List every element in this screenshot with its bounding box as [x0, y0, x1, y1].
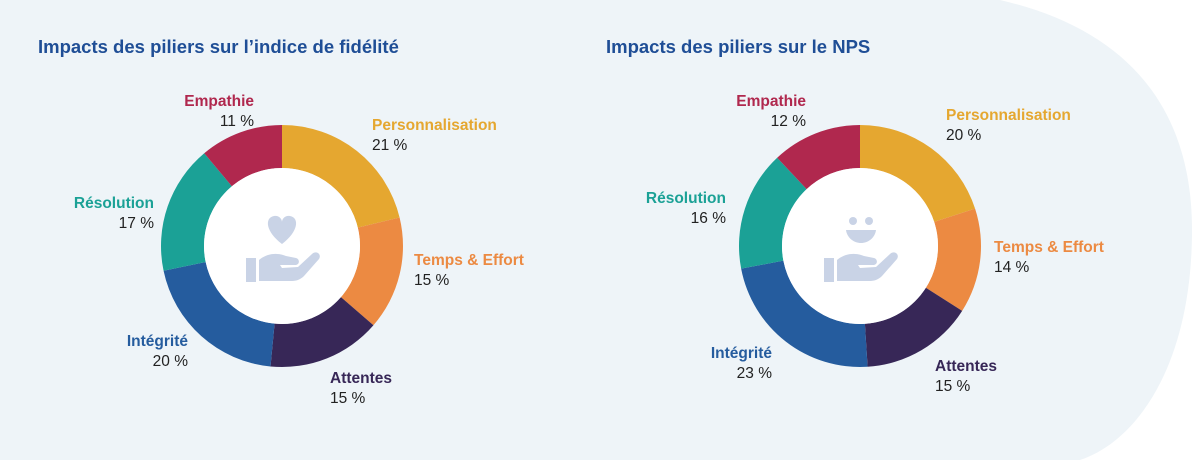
slice-label-integrite: Intégrité 23 % [710, 345, 772, 382]
donut-chart [161, 125, 403, 367]
slice-empathie [204, 125, 282, 187]
chart-panel-nps: Impacts des piliers sur le NPS Personnal… [590, 0, 1192, 468]
slice-label-personnalisation: Personnalisation 21 % [372, 117, 497, 154]
slice-label-temps-effort: Temps & Effort 14 % [994, 239, 1104, 276]
slice-resolution [739, 157, 807, 269]
slice-label-attentes: Attentes 15 % [935, 358, 998, 395]
slice-resolution [161, 153, 232, 271]
donut-hole [204, 168, 360, 324]
donut-hole [782, 168, 938, 324]
slice-temps-effort [340, 217, 403, 326]
chart-title: Impacts des piliers sur l’indice de fidé… [38, 36, 399, 57]
chart-title: Impacts des piliers sur le NPS [606, 36, 871, 57]
smiley-in-hand-icon [824, 217, 898, 282]
slice-temps-effort [925, 208, 981, 311]
slice-integrite [163, 261, 275, 367]
slice-label-personnalisation: Personnalisation 20 % [946, 107, 1071, 144]
slice-label-attentes: Attentes 15 % [330, 370, 393, 407]
slice-label-temps-effort: Temps & Effort 15 % [414, 252, 524, 289]
heart-in-hand-icon [246, 215, 320, 282]
chart-panel-loyalty: Impacts des piliers sur l’indice de fidé… [0, 0, 590, 468]
slice-label-resolution: Résolution 17 % [73, 195, 154, 232]
slice-empathie [777, 124, 860, 190]
slice-label-empathie: Empathie 11 % [184, 93, 254, 130]
slice-label-empathie: Empathie 12 % [736, 93, 806, 130]
slice-personnalisation [860, 125, 976, 222]
donut-chart [739, 124, 981, 367]
slice-attentes [864, 287, 963, 367]
slice-personnalisation [282, 125, 400, 228]
slice-label-resolution: Résolution 16 % [645, 190, 726, 227]
slice-integrite [741, 260, 868, 367]
slice-attentes [270, 297, 374, 367]
slice-label-integrite: Intégrité 20 % [126, 333, 188, 370]
